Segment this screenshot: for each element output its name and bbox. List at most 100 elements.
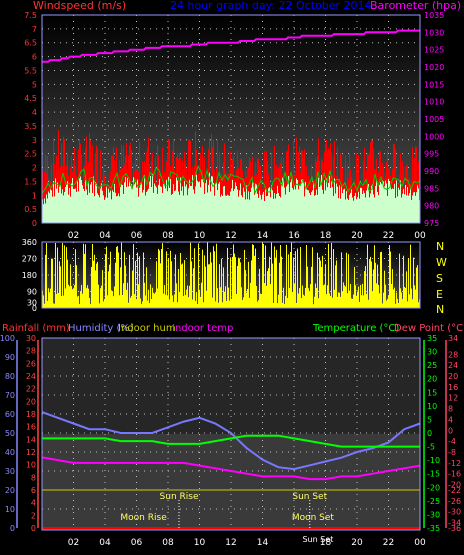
- dew-point-tick-label: -20: [448, 481, 461, 490]
- wind-x-ticks: 02 04 06 08 10 12 14 16 18 20 22 00: [68, 231, 426, 241]
- dew-point-tick-label: 16: [448, 383, 458, 392]
- temp-x-ticks: 02 04 06 08 10 12 14 18 20 22 00: [68, 538, 426, 548]
- legend-dew-point: Dew Point (°C): [394, 323, 464, 334]
- temperature-tick-label: -25: [427, 497, 440, 506]
- rain-tick-label: 30: [26, 334, 36, 343]
- wind-panel-frame: [41, 14, 421, 224]
- legend-rainfall: Rainfall (mm): [2, 323, 70, 334]
- x-tick-label: 02: [68, 231, 79, 241]
- humidity-tick-label: 80: [5, 372, 15, 381]
- direction-tick-label: 90: [27, 288, 37, 297]
- windspeed-tick-label: 5: [32, 80, 37, 89]
- dew-point-tick-label: 28: [448, 350, 458, 359]
- x-tick-label: 10: [194, 538, 206, 548]
- x-tick-label: 00: [414, 231, 426, 241]
- temperature-tick-label: 20: [427, 375, 437, 384]
- direction-tick-label: 30: [27, 299, 37, 308]
- windspeed-tick-label: 3: [32, 136, 37, 145]
- barometer-tick-label: 1000: [424, 132, 444, 141]
- temp-humidity-series: [41, 411, 421, 529]
- dew-point-tick-label: -8: [448, 448, 456, 457]
- humidity-tick-label: 100: [0, 334, 15, 343]
- direction-ticks: 030 90 180 270 360: [22, 238, 37, 313]
- windspeed-tick-label: 7.5: [24, 11, 37, 20]
- x-tick-label: 22: [383, 538, 394, 548]
- windspeed-axis-title: Windspeed (m/s): [33, 0, 126, 12]
- temperature-tick-label: -35: [427, 524, 440, 533]
- x-tick-label: 12: [225, 538, 236, 548]
- direction-panel-frame: [41, 241, 421, 309]
- x-tick-label: 12: [225, 231, 236, 241]
- rain-tick-label: 14: [26, 435, 36, 444]
- barometer-tick-label: 1035: [424, 11, 444, 20]
- windspeed-tick-label: 4.5: [24, 94, 37, 103]
- x-tick-label: 20: [351, 231, 363, 241]
- x-tick-label: 08: [162, 538, 174, 548]
- barometer-tick-label: 1025: [424, 46, 444, 55]
- moon-rise-label: Moon Rise: [120, 513, 167, 523]
- windspeed-tick-label: 2.5: [24, 150, 37, 159]
- x-tick-label: 18: [320, 538, 332, 548]
- temperature-tick-label: 30: [427, 348, 437, 357]
- windspeed-tick-label: 0: [32, 219, 37, 228]
- compass-s: S: [436, 272, 443, 285]
- x-tick-label: 00: [414, 538, 426, 548]
- rain-tick-label: 10: [26, 461, 36, 470]
- dew-point-tick-label: 24: [448, 361, 458, 370]
- rain-tick-label: 12: [26, 448, 36, 457]
- barometer-tick-label: 1005: [424, 115, 444, 124]
- rain-tick-label: 28: [26, 347, 36, 356]
- legend-temperature: Temperature (°C): [312, 323, 399, 334]
- compass-labels: N W S E N: [436, 240, 447, 316]
- x-tick-label: 20: [351, 538, 363, 548]
- x-tick-label: 14: [257, 231, 269, 241]
- compass-w: W: [436, 256, 447, 269]
- dew-point-tick-label: -34: [448, 519, 461, 528]
- windspeed-tick-label: 1: [32, 191, 37, 200]
- x-tick-label: 06: [131, 538, 143, 548]
- dew-point-tick-label: -22: [448, 486, 461, 495]
- dew-point-tick-label: -36: [448, 524, 461, 533]
- direction-tick-label: 360: [22, 238, 37, 247]
- dew-point-tick-label: 12: [448, 394, 458, 403]
- x-tick-label: 18: [320, 231, 332, 241]
- windspeed-tick-label: 2: [32, 164, 37, 173]
- humidity-tick-label: 10: [5, 505, 15, 514]
- windspeed-ticks: 0 0.5 1 1.5 2 2.5 3 3.5 4 4.5 5 5.5 6 6.5 7 7.5: [24, 11, 37, 228]
- rain-tick-label: 24: [26, 372, 36, 381]
- barometer-tick-label: 1010: [424, 98, 444, 107]
- rain-tick-label: 0: [31, 524, 36, 533]
- sun-set-overlap-label: Sun Set: [302, 535, 333, 544]
- humidity-tick-label: 90: [5, 353, 15, 362]
- dew-point-tick-label: 4: [448, 415, 453, 424]
- windspeed-tick-label: 4: [32, 108, 37, 117]
- rain-tick-label: 22: [26, 385, 36, 394]
- dew-point-tick-label: 34: [448, 334, 458, 343]
- x-tick-label: 04: [99, 538, 111, 548]
- temperature-tick-label: -15: [427, 470, 440, 479]
- barometer-tick-label: 975: [424, 219, 439, 228]
- temperature-tick-label: -30: [427, 510, 440, 519]
- temperature-tick-label: -10: [427, 456, 440, 465]
- chart-title: 24 hour graph day: 22 October 2014: [170, 0, 372, 12]
- dew-point-tick-label: 20: [448, 372, 458, 381]
- rain-tick-label: 16: [26, 423, 36, 432]
- legend-indoor-temp: Indoor temp: [172, 323, 233, 334]
- windspeed-tick-label: 6: [32, 53, 37, 62]
- rain-tick-label: 4: [31, 499, 36, 508]
- legend-humidity: Humidity (%): [68, 323, 134, 334]
- barometer-tick-label: 985: [424, 184, 439, 193]
- temperature-tick-label: 35: [427, 334, 437, 343]
- humidity-tick-label: 70: [5, 391, 15, 400]
- temperature-tick-label: 10: [427, 402, 437, 411]
- x-tick-label: 06: [131, 231, 143, 241]
- humidity-tick-label: 0: [10, 524, 15, 533]
- windspeed-tick-label: 7: [32, 25, 37, 34]
- x-tick-label: 02: [68, 538, 79, 548]
- temp-panel-frame: [41, 337, 421, 531]
- x-tick-label: 08: [162, 231, 174, 241]
- moon-set-label: Moon Set: [292, 513, 335, 523]
- barometer-tick-label: 1015: [424, 80, 444, 89]
- barometer-ticks: 975 980 985 990 995 1000 1005 1010 1015 1020 1025 1…: [424, 11, 444, 228]
- barometer-tick-label: 1030: [424, 28, 444, 37]
